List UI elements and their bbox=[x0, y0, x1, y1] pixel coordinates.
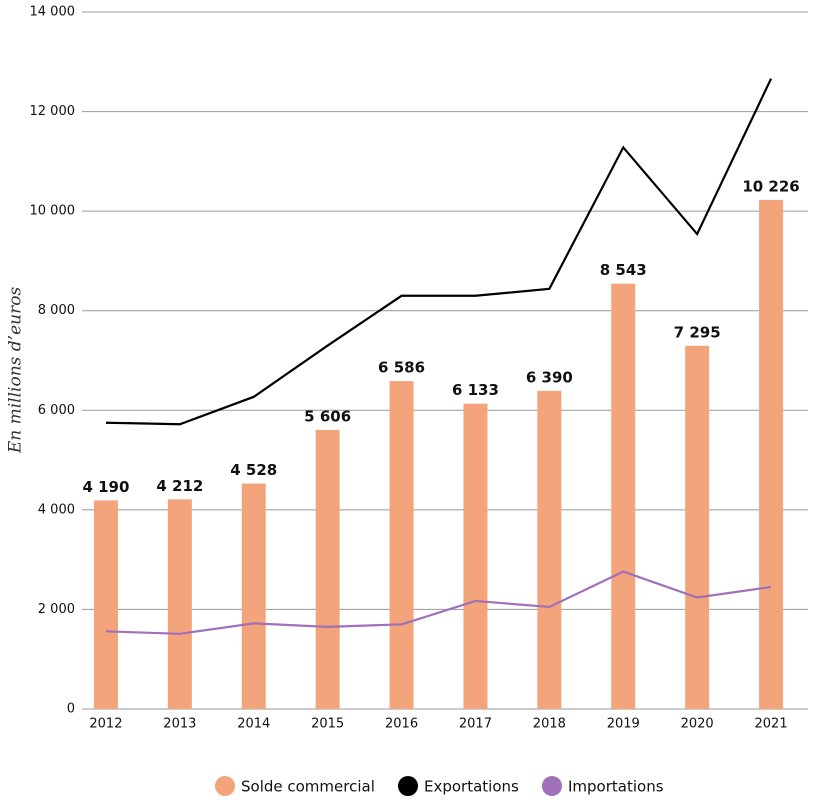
value-label: 4 190 bbox=[82, 478, 129, 496]
bar bbox=[611, 283, 636, 709]
y-tick-label: 10 000 bbox=[30, 204, 76, 219]
x-tick-label: 2015 bbox=[311, 717, 344, 732]
bar bbox=[463, 403, 488, 709]
y-tick-label: 6 000 bbox=[38, 403, 75, 418]
value-label: 6 586 bbox=[378, 359, 425, 377]
bar bbox=[241, 483, 266, 709]
legend-label: Importations bbox=[568, 778, 664, 796]
line bbox=[105, 570, 772, 635]
legend-label: Solde commercial bbox=[241, 778, 375, 796]
x-tick-label: 2014 bbox=[237, 717, 270, 732]
bar bbox=[389, 381, 414, 709]
y-tick-label: 2 000 bbox=[38, 602, 75, 617]
y-tick-label: 8 000 bbox=[38, 303, 75, 318]
bar bbox=[315, 429, 340, 709]
value-label: 4 212 bbox=[156, 477, 203, 495]
value-label: 6 133 bbox=[452, 381, 499, 399]
x-tick-label: 2013 bbox=[163, 717, 196, 732]
bar bbox=[759, 199, 784, 709]
y-axis-title: En millions d’euros bbox=[6, 287, 26, 455]
value-label: 7 295 bbox=[674, 323, 721, 341]
value-label: 6 390 bbox=[526, 368, 573, 386]
x-tick-label: 2018 bbox=[533, 717, 566, 732]
legend-marker bbox=[215, 776, 235, 796]
bar bbox=[93, 500, 118, 709]
x-tick-label: 2019 bbox=[607, 717, 640, 732]
legend-label: Exportations bbox=[424, 778, 519, 796]
bar bbox=[167, 499, 192, 709]
x-tick-label: 2020 bbox=[681, 717, 714, 732]
y-tick-label: 14 000 bbox=[30, 5, 76, 20]
x-tick-label: 2012 bbox=[89, 717, 122, 732]
x-tick-label: 2021 bbox=[755, 717, 788, 732]
legend-marker bbox=[542, 776, 562, 796]
line bbox=[105, 78, 773, 426]
x-tick-label: 2016 bbox=[385, 717, 418, 732]
value-label: 4 528 bbox=[230, 461, 277, 479]
bar bbox=[685, 345, 710, 709]
y-tick-label: 12 000 bbox=[30, 104, 76, 119]
bar bbox=[537, 390, 562, 709]
value-label: 5 606 bbox=[304, 407, 351, 425]
value-label: 10 226 bbox=[742, 177, 799, 195]
legend-marker bbox=[398, 776, 418, 796]
y-tick-label: 4 000 bbox=[38, 502, 75, 517]
x-tick-label: 2017 bbox=[459, 717, 492, 732]
value-label: 8 543 bbox=[600, 261, 647, 279]
y-tick-label: 0 bbox=[67, 702, 75, 717]
